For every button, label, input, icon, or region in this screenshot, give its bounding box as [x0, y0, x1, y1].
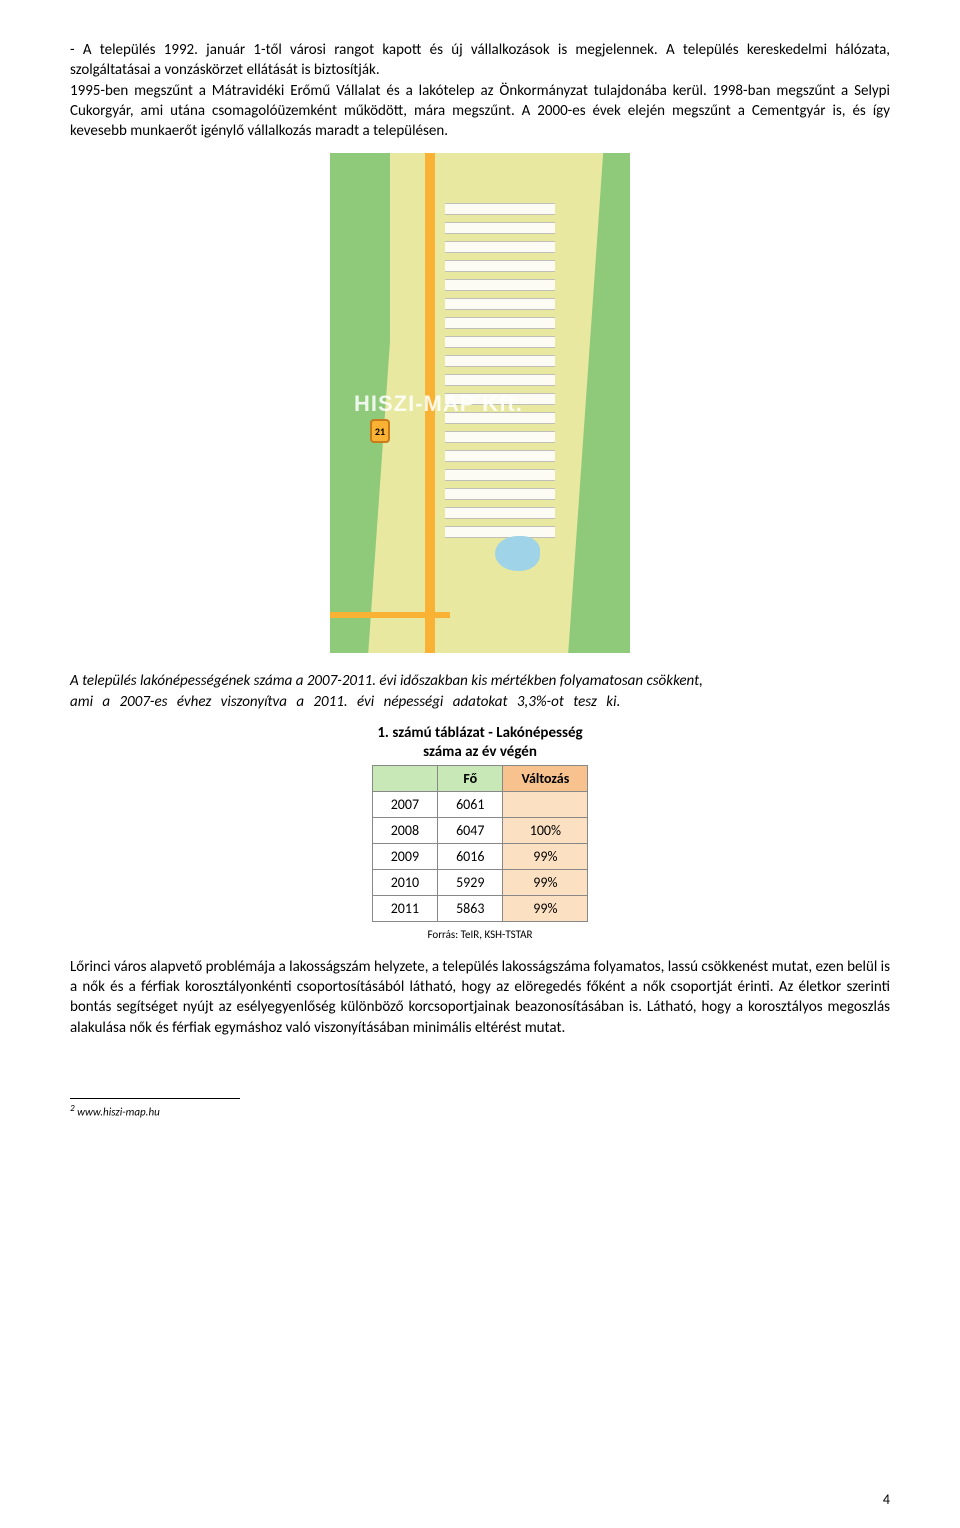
para1-a: - A település 1992. január 1-től városi … [70, 41, 890, 79]
table-row: 2008 6047 100% [372, 817, 588, 843]
paragraph-3: Lőrinci város alapvető problémája a lako… [70, 957, 890, 1038]
lake [495, 536, 540, 571]
cell-pop: 6016 [438, 843, 503, 869]
cell-year: 2011 [372, 895, 437, 921]
cell-pop: 6061 [438, 791, 503, 817]
table-row: 2010 5929 99% [372, 869, 588, 895]
map-container: 21 HISZI-MAP Kft. 2 [70, 153, 890, 653]
cell-change: 99% [503, 843, 588, 869]
cell-year: 2010 [372, 869, 437, 895]
caption-line2: száma az év végén [423, 743, 537, 761]
cell-change: 100% [503, 817, 588, 843]
table-header-row: Fő Változás [372, 765, 588, 791]
cell-year: 2009 [372, 843, 437, 869]
population-table: 1. számú táblázat - Lakónépesség száma a… [372, 724, 589, 922]
town-map: 21 HISZI-MAP Kft. 2 [330, 153, 630, 653]
cell-pop: 5929 [438, 869, 503, 895]
header-valtozas: Változás [503, 765, 588, 791]
table-row: 2007 6061 [372, 791, 588, 817]
cell-year: 2008 [372, 817, 437, 843]
para2-a: A település lakónépességének száma a 200… [70, 672, 703, 690]
para1-b: 1995-ben megszűnt a Mátravidéki Erőmű Vá… [70, 82, 890, 141]
population-table-wrap: 1. számú táblázat - Lakónépesség száma a… [70, 724, 890, 922]
table-source: Forrás: TeIR, KSH-TSTAR [70, 928, 890, 941]
cell-change: 99% [503, 895, 588, 921]
table-row: 2011 5863 99% [372, 895, 588, 921]
table-caption: 1. számú táblázat - Lakónépesség száma a… [372, 724, 589, 765]
cell-pop: 6047 [438, 817, 503, 843]
caption-line1: 1. számú táblázat - Lakónépesség [377, 724, 582, 742]
cell-change: 99% [503, 869, 588, 895]
map-watermark: HISZI-MAP Kft. [354, 391, 523, 417]
cell-year: 2007 [372, 791, 437, 817]
header-empty [372, 765, 437, 791]
cell-change [503, 791, 588, 817]
side-road [330, 612, 450, 618]
table-row: 2009 6016 99% [372, 843, 588, 869]
paragraph-1: - A település 1992. január 1-től városi … [70, 40, 890, 141]
footnote-separator [70, 1098, 240, 1099]
para2-b: ami a 2007-es évhez viszonyítva a 2011. … [70, 693, 620, 711]
footnote: 2 www.hiszi-map.hu [70, 1103, 890, 1119]
cell-pop: 5863 [438, 895, 503, 921]
paragraph-2: A település lakónépességének száma a 200… [70, 671, 890, 712]
page-number: 4 [883, 1491, 890, 1508]
street-grid [445, 203, 555, 543]
header-fo: Fő [438, 765, 503, 791]
footnote-marker: 2 [70, 1103, 75, 1114]
road-number-badge: 21 [370, 419, 390, 443]
footnote-text: www.hiszi-map.hu [77, 1105, 160, 1118]
